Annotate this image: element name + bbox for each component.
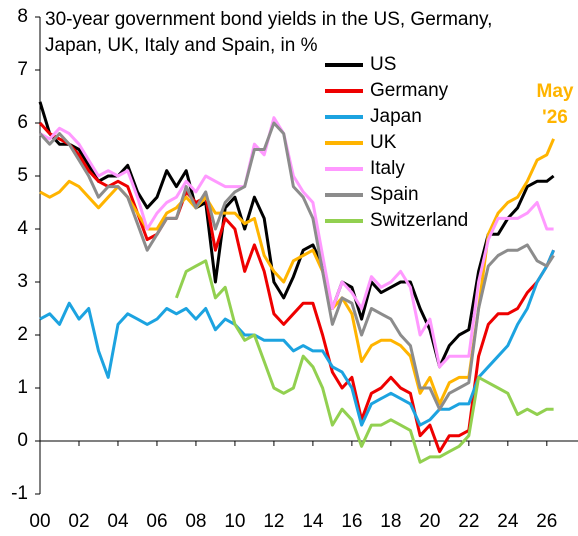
legend-label: Spain bbox=[370, 184, 419, 205]
y-tick-label: 4 bbox=[17, 218, 28, 239]
y-tick-label: 0 bbox=[17, 430, 28, 451]
x-tick-label: 18 bbox=[380, 511, 401, 532]
x-tick-label: 16 bbox=[341, 511, 362, 532]
legend-label: Japan bbox=[370, 106, 422, 127]
x-tick-label: 14 bbox=[302, 511, 324, 532]
x-tick-label: 08 bbox=[185, 511, 206, 532]
y-tick-label: -1 bbox=[11, 483, 28, 504]
legend-label: Italy bbox=[370, 158, 405, 179]
series-line bbox=[38, 101, 555, 369]
annotation: May bbox=[537, 81, 574, 102]
annotation: '26 bbox=[542, 107, 568, 128]
legend-label: UK bbox=[370, 132, 397, 153]
y-tick-label: 5 bbox=[17, 165, 28, 186]
x-tick-label: 26 bbox=[536, 511, 557, 532]
legend-label: US bbox=[370, 54, 396, 75]
x-tick-label: 06 bbox=[146, 511, 167, 532]
legend-label: Switzerland bbox=[370, 210, 468, 231]
y-tick-label: 3 bbox=[17, 271, 28, 292]
y-tick-label: 6 bbox=[17, 112, 28, 133]
x-tick-label: 20 bbox=[419, 511, 440, 532]
series-line bbox=[39, 249, 555, 427]
y-tick-label: 7 bbox=[17, 59, 28, 80]
x-tick-label: 04 bbox=[107, 511, 129, 532]
series-line bbox=[38, 121, 555, 411]
y-tick-label: 8 bbox=[17, 6, 28, 27]
series-line bbox=[39, 116, 554, 369]
y-tick-label: 1 bbox=[17, 377, 28, 398]
x-tick-label: 02 bbox=[68, 511, 89, 532]
x-tick-label: 12 bbox=[263, 511, 284, 532]
chart-title: Japan, UK, Italy and Spain, in % bbox=[45, 35, 318, 56]
chart-title: 30-year government bond yields in the US… bbox=[45, 9, 492, 30]
y-tick-label: 2 bbox=[17, 324, 28, 345]
x-tick-label: 00 bbox=[29, 511, 50, 532]
x-tick-label: 22 bbox=[458, 511, 479, 532]
series-line bbox=[174, 259, 554, 464]
legend-label: Germany bbox=[370, 80, 449, 101]
x-tick-label: 10 bbox=[224, 511, 245, 532]
x-tick-label: 24 bbox=[497, 511, 519, 532]
